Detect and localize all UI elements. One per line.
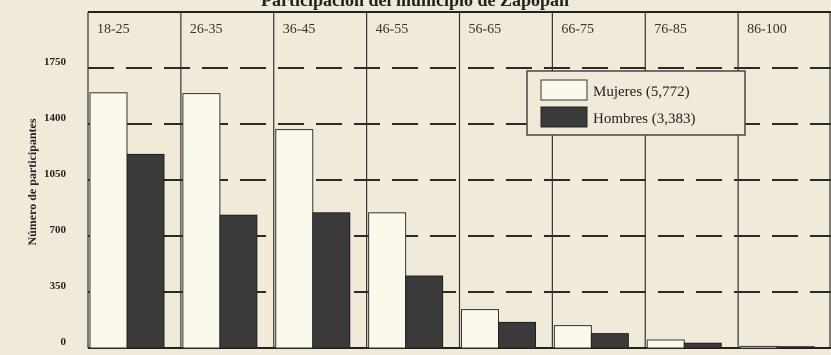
bar-hombres [219, 214, 258, 349]
legend: Mujeres (5,772) Hombres (3,383) [526, 70, 746, 136]
legend-label-mujeres: Mujeres (5,772) [593, 84, 690, 100]
category-label: 56-65 [469, 22, 502, 37]
y-tick-label: 1400 [44, 112, 67, 124]
bar-mujeres [739, 345, 778, 349]
category-label: 36-45 [283, 22, 316, 37]
bar-mujeres [89, 92, 128, 349]
bar-mujeres [182, 93, 221, 349]
category-label: 18-25 [97, 22, 130, 37]
category-label: 66-75 [561, 22, 594, 37]
bar-mujeres [275, 129, 314, 349]
bar-hombres [776, 346, 815, 349]
y-tick-label: 1050 [44, 168, 67, 180]
category-label: 76-85 [654, 22, 687, 37]
y-tick-label: 0 [61, 336, 67, 348]
y-axis-ticks: 0 350 700 1050 1400 1750 [44, 56, 67, 348]
y-tick-label: 700 [50, 224, 67, 236]
category-label: 86-100 [747, 22, 787, 37]
category-label: 26-35 [190, 22, 223, 37]
bar-hombres [590, 333, 629, 349]
legend-label-hombres: Hombres (3,383) [593, 111, 695, 127]
bar-mujeres [368, 212, 407, 349]
bar-hombres [126, 153, 165, 349]
bar-hombres [683, 342, 722, 349]
bar-hombres [405, 275, 444, 349]
chart-title: Participación del municipio de Zapopan [261, 0, 569, 10]
y-tick-label: 1750 [44, 56, 67, 68]
y-axis-label: Número de participantes [25, 118, 39, 245]
category-label: 46-55 [376, 22, 409, 37]
bar-mujeres [553, 325, 592, 349]
bar-hombres [498, 321, 536, 349]
legend-swatch-hombres [540, 106, 588, 128]
category-columns: 18-25 26-35 36-45 46-55 56-65 66-75 76-85 86-10… [87, 12, 831, 348]
y-tick-label: 350 [50, 280, 67, 292]
bar-hombres [312, 212, 351, 349]
bars [89, 92, 815, 349]
bar-mujeres [461, 309, 499, 349]
legend-swatch-mujeres [540, 79, 588, 101]
bar-mujeres [646, 339, 685, 349]
